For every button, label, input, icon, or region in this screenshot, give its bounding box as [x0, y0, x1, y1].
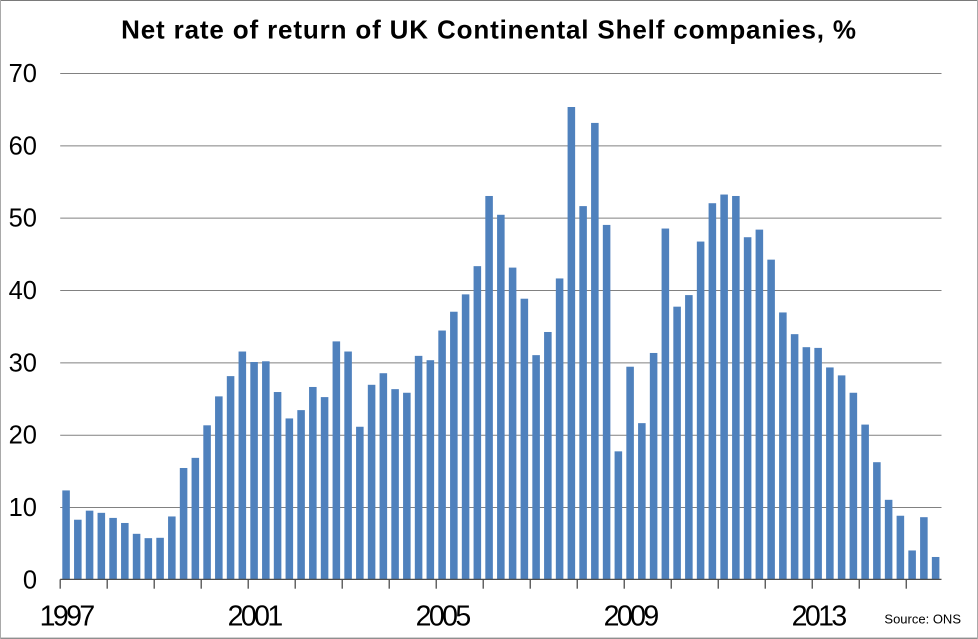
svg-text:20: 20: [9, 422, 37, 450]
svg-text:10: 10: [9, 494, 37, 522]
svg-text:30: 30: [9, 349, 37, 377]
svg-text:2001: 2001: [228, 600, 283, 632]
svg-text:0: 0: [23, 566, 37, 594]
svg-text:70: 70: [9, 60, 37, 88]
svg-text:Net rate of return of UK Conti: Net rate of return of UK Continental She…: [121, 15, 857, 45]
svg-text:2005: 2005: [416, 600, 471, 632]
svg-text:2009: 2009: [604, 600, 659, 632]
svg-text:60: 60: [9, 132, 37, 160]
svg-text:2013: 2013: [792, 600, 847, 632]
svg-text:Source: ONS: Source: ONS: [884, 612, 961, 627]
svg-text:50: 50: [9, 205, 37, 233]
svg-text:1997: 1997: [40, 600, 95, 632]
svg-text:40: 40: [9, 277, 37, 305]
